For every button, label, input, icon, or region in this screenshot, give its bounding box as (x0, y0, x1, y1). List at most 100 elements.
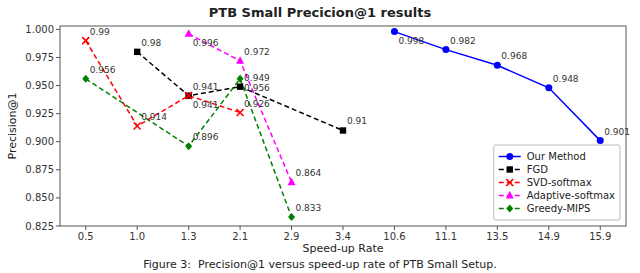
series-marker (237, 109, 244, 116)
series-marker (237, 75, 244, 83)
data-label: 0.968 (501, 51, 527, 61)
y-tick (56, 169, 60, 170)
data-label: 0.998 (398, 36, 424, 46)
x-tick (137, 226, 138, 230)
x-tick (85, 226, 86, 230)
data-label: 0.941 (193, 82, 219, 92)
y-tick-label: 1.000 (25, 24, 54, 35)
x-tick-label: 0.5 (78, 231, 94, 242)
data-label: 0.901 (604, 127, 630, 137)
y-tick-label: 0.900 (25, 136, 54, 147)
series-marker (185, 92, 191, 98)
data-label: 0.996 (193, 38, 219, 48)
series-marker (391, 28, 398, 35)
series-marker (185, 142, 192, 150)
series-marker (288, 213, 295, 221)
legend-marker (506, 205, 513, 213)
y-tick (56, 29, 60, 30)
series-marker (82, 75, 89, 83)
x-tick (600, 226, 601, 230)
series-marker (134, 49, 140, 55)
data-label: 0.98 (141, 38, 161, 48)
y-tick-label: 0.925 (25, 108, 54, 119)
series-marker (134, 123, 141, 130)
y-tick-label: 0.950 (25, 80, 54, 91)
x-tick (240, 226, 241, 230)
legend-box (494, 145, 620, 220)
x-tick (548, 226, 549, 230)
plot-frame (60, 26, 626, 226)
series-marker (237, 83, 243, 89)
y-axis-label: Precision@1 (6, 92, 19, 159)
chart-svg: PTB Small Precicion@1 results0.8250.8500… (0, 0, 640, 273)
y-tick (56, 113, 60, 114)
x-tick-label: 14.9 (538, 231, 560, 242)
series-line (137, 52, 343, 131)
series-marker (545, 84, 552, 91)
x-tick (497, 226, 498, 230)
legend-marker (506, 179, 513, 186)
axes: 0.825 0.850 0.875 0.900 0.925 0.950 0.975 1.000… (25, 24, 626, 242)
data-label: 0.941 (193, 100, 219, 110)
legend-label: Our Method (527, 151, 586, 162)
data-label: 0.949 (244, 73, 270, 83)
x-axis-label: Speed-up Rate (302, 242, 383, 255)
x-tick-label: 13.5 (486, 231, 508, 242)
y-tick (56, 226, 60, 227)
x-tick (394, 226, 395, 230)
series-marker (597, 137, 604, 144)
data-label: 0.926 (244, 99, 270, 109)
data-label: 0.896 (193, 132, 219, 142)
series-line (394, 32, 600, 141)
x-tick (445, 226, 446, 230)
series-marker (340, 127, 346, 133)
legend-label: FGD (527, 164, 549, 175)
x-tick (343, 226, 344, 230)
x-tick-label: 10.6 (383, 231, 405, 242)
legend-marker (507, 166, 513, 172)
x-tick-label: 2.9 (284, 231, 300, 242)
y-tick (56, 57, 60, 58)
x-tick (188, 226, 189, 230)
data-label: 0.982 (450, 36, 476, 46)
series-line (86, 41, 240, 126)
chart-container: PTB Small Precicion@1 results0.8250.8500… (0, 0, 640, 273)
data-label: 0.91 (347, 116, 367, 126)
caption: Figure 3: Precision@1 versus speed-up ra… (143, 258, 497, 271)
legend-marker (506, 153, 513, 160)
series-marker (236, 56, 244, 64)
series-marker (185, 29, 193, 37)
x-tick-label: 15.9 (589, 231, 611, 242)
legend-label: Adaptive-softmax (527, 190, 615, 201)
legend-marker (506, 191, 514, 199)
x-tick-label: 1.3 (181, 231, 197, 242)
series-line (189, 34, 292, 182)
data-label: 0.914 (141, 112, 167, 122)
y-tick-label: 0.850 (25, 192, 54, 203)
y-tick-label: 0.875 (25, 164, 54, 175)
x-tick-label: 2.1 (232, 231, 248, 242)
series-line (86, 79, 292, 217)
x-tick (291, 226, 292, 230)
data-label: 0.972 (244, 47, 270, 57)
series-marker (442, 46, 449, 53)
x-tick-label: 3.4 (335, 231, 351, 242)
x-tick-label: 11.1 (435, 231, 457, 242)
data-label: 0.99 (90, 27, 110, 37)
y-tick (56, 85, 60, 86)
series-marker (288, 178, 296, 186)
series-marker (82, 37, 89, 44)
legend-label: Greedy-MIPS (527, 203, 591, 214)
data-label: 0.833 (296, 203, 322, 213)
legend: Our Method FGD SVD-softmax Adaptive-softmax… (494, 145, 620, 220)
data-label: 0.864 (296, 168, 322, 178)
series-marker (494, 62, 501, 69)
legend-label: SVD-softmax (527, 177, 592, 188)
data-label: 0.948 (553, 74, 579, 84)
chart-title: PTB Small Precicion@1 results (209, 5, 432, 20)
y-tick-label: 0.825 (25, 221, 54, 232)
y-tick (56, 197, 60, 198)
y-tick-label: 0.975 (25, 52, 54, 63)
series-marker (185, 92, 192, 99)
data-label: 0.956 (244, 83, 270, 93)
